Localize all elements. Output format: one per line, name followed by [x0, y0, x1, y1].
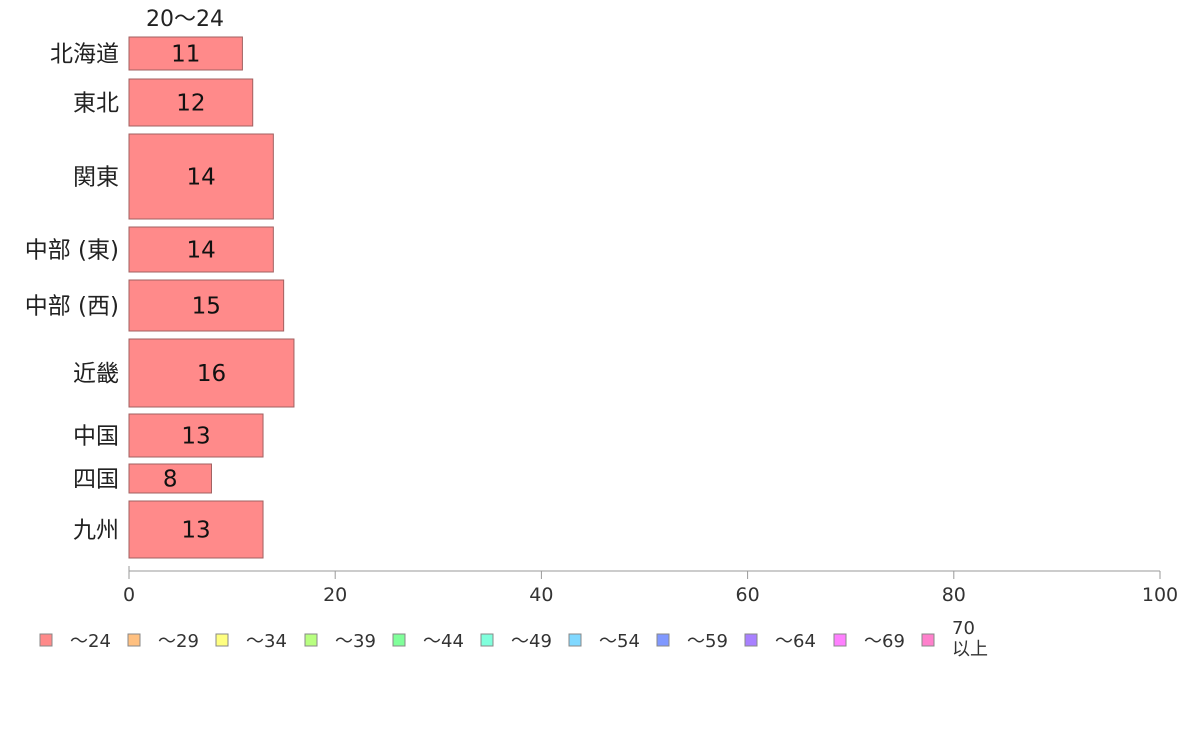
category-label: 中部 (東) — [25, 238, 119, 264]
legend-label: 〜64 — [775, 631, 816, 652]
bar-9 — [128, 500, 264, 559]
category-label: 中国 — [73, 424, 119, 450]
legend-label: 〜54 — [599, 631, 640, 652]
legend-label: 〜59 — [687, 631, 728, 652]
bar-value-label: 11 — [171, 42, 200, 68]
bar-6 — [128, 338, 295, 408]
bar-5 — [128, 279, 285, 332]
bar-7 — [128, 413, 264, 458]
category-label: 九州 — [73, 518, 119, 544]
legend-label: 〜24 — [70, 631, 111, 652]
legend-swatch — [833, 633, 847, 647]
x-tick-label: 60 — [736, 584, 760, 606]
category-label: 中部 (西) — [25, 294, 119, 320]
legend-label: 〜34 — [246, 631, 287, 652]
bar-value-label: 8 — [163, 467, 178, 493]
bar-value-label: 16 — [197, 361, 226, 387]
bar-4 — [128, 226, 274, 273]
x-tick-label: 0 — [123, 584, 135, 606]
x-tick-label: 40 — [529, 584, 553, 606]
legend: 〜24 〜29 〜34 〜39 〜44 〜49 〜54 〜59 〜64 〜69 70 以上 — [39, 618, 988, 660]
legend-swatch — [392, 633, 406, 647]
legend-label: 70 以上 — [952, 618, 988, 660]
legend-swatch — [39, 633, 53, 647]
legend-swatch — [568, 633, 582, 647]
category-label: 関東 — [73, 165, 119, 191]
category-label: 北海道 — [50, 42, 119, 68]
bar-8 — [128, 463, 212, 494]
x-axis: 0 20 40 60 80 100 — [123, 566, 1178, 606]
bar-value-label: 14 — [187, 238, 216, 264]
legend-label: 〜39 — [335, 631, 376, 652]
legend-swatch — [921, 633, 935, 647]
category-label: 東北 — [73, 91, 119, 117]
legend-swatch — [304, 633, 318, 647]
legend-label: 〜69 — [864, 631, 905, 652]
bar-value-label: 12 — [176, 91, 205, 117]
bars — [128, 36, 295, 559]
bar-value-label: 13 — [181, 518, 210, 544]
x-tick-label: 20 — [323, 584, 347, 606]
column-header-label: 20〜24 — [146, 7, 224, 32]
x-tick-label: 80 — [942, 584, 966, 606]
legend-swatch — [215, 633, 229, 647]
bar-2 — [128, 78, 254, 127]
legend-label: 〜29 — [158, 631, 199, 652]
bar-value-label: 14 — [187, 165, 216, 191]
bar-value-label: 15 — [192, 294, 221, 320]
bar-1 — [128, 36, 243, 71]
legend-swatch — [127, 633, 141, 647]
legend-label: 〜44 — [423, 631, 464, 652]
legend-swatch — [480, 633, 494, 647]
bar-3 — [128, 133, 274, 220]
legend-label: 〜49 — [511, 631, 552, 652]
column-header: 20〜24 — [146, 7, 224, 32]
category-label: 四国 — [73, 467, 119, 493]
bar-value-label: 13 — [181, 424, 210, 450]
legend-swatch — [656, 633, 670, 647]
legend-swatch — [744, 633, 758, 647]
x-tick-label: 100 — [1142, 584, 1178, 606]
category-label: 近畿 — [73, 361, 119, 387]
